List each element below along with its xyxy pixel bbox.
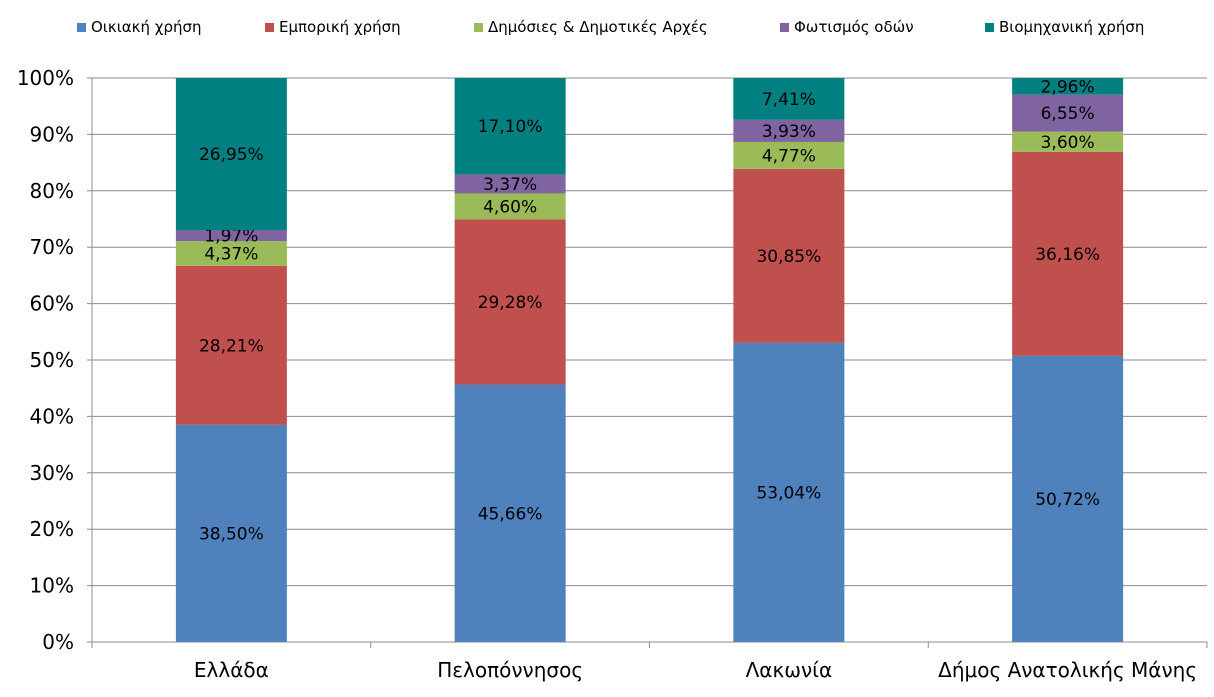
y-tick-label: 40% — [30, 404, 74, 428]
data-label: 1,97% — [204, 227, 258, 247]
legend-label: Οικιακή χρήση — [91, 18, 202, 36]
legend-item-street-lighting: Φωτισμός οδών — [780, 18, 914, 36]
y-tick-label: 10% — [30, 574, 74, 598]
data-label: 3,60% — [1041, 133, 1095, 153]
data-label: 17,10% — [478, 117, 543, 137]
data-label: 6,55% — [1041, 104, 1095, 124]
legend-label: Φωτισμός οδών — [794, 18, 914, 36]
legend-swatch — [265, 22, 274, 32]
bar-segment — [454, 384, 566, 642]
data-label: 4,60% — [483, 197, 537, 217]
data-label: 28,21% — [199, 336, 264, 356]
bar-segment — [733, 119, 845, 142]
bar-segment — [733, 342, 845, 642]
data-label: 2,96% — [1041, 77, 1095, 97]
legend-label: Βιομηχανική χρήση — [999, 18, 1145, 36]
bar-segment — [454, 193, 566, 220]
data-label: 45,66% — [478, 504, 543, 524]
legend-swatch — [780, 22, 789, 32]
bar-segment — [733, 141, 845, 169]
data-label: 3,93% — [762, 122, 816, 142]
bar-segment — [175, 229, 287, 242]
bar-segment — [733, 168, 845, 343]
chart-legend: Οικιακή χρήση Εμπορική χρήση Δημόσιες & … — [0, 18, 1214, 42]
bar-segment — [733, 78, 845, 120]
bar-segment — [1012, 131, 1124, 152]
data-label: 26,95% — [199, 145, 264, 165]
bar-segment — [454, 78, 566, 175]
data-label: 7,41% — [762, 90, 816, 110]
data-label: 29,28% — [478, 293, 543, 313]
y-tick-label: 60% — [30, 292, 74, 316]
data-label: 38,50% — [199, 524, 264, 544]
legend-item-public: Δημόσιες & Δημοτικές Αρχές — [474, 18, 708, 36]
x-category-label: Πελοπόννησος — [437, 658, 583, 682]
legend-swatch — [474, 22, 483, 32]
legend-label: Δημόσιες & Δημοτικές Αρχές — [488, 18, 708, 36]
x-category-label: Ελλάδα — [194, 658, 269, 682]
x-category-label: Λακωνία — [746, 658, 833, 682]
data-label: 53,04% — [756, 483, 821, 503]
y-tick-label: 80% — [30, 179, 74, 203]
x-category-label: Δήμος Ανατολικής Μάνης — [938, 658, 1197, 682]
legend-swatch — [77, 22, 86, 32]
bar-segment — [454, 219, 566, 385]
data-label: 3,37% — [483, 175, 537, 195]
bar-segment — [1012, 355, 1124, 642]
y-tick-label: 30% — [30, 461, 74, 485]
data-label: 36,16% — [1035, 245, 1100, 265]
y-tick-label: 0% — [42, 630, 74, 654]
bar-segment — [1012, 151, 1124, 356]
bar-segment — [175, 241, 287, 266]
legend-item-residential: Οικιακή χρήση — [77, 18, 202, 36]
y-tick-label: 20% — [30, 517, 74, 541]
bar-segment — [1012, 78, 1124, 95]
y-tick-label: 70% — [30, 235, 74, 259]
bar-segment — [175, 78, 287, 230]
data-label: 50,72% — [1035, 490, 1100, 510]
legend-swatch — [985, 22, 994, 32]
y-tick-label: 90% — [30, 122, 74, 146]
data-label: 4,37% — [204, 244, 258, 264]
legend-label: Εμπορική χρήση — [279, 18, 401, 36]
bar-segment — [1012, 94, 1124, 132]
data-label: 4,77% — [762, 146, 816, 166]
data-label: 30,85% — [756, 247, 821, 267]
y-tick-label: 100% — [17, 66, 74, 90]
bar-segment — [454, 174, 566, 194]
bar-segment — [175, 265, 287, 425]
y-tick-label: 50% — [30, 348, 74, 372]
legend-item-industrial: Βιομηχανική χρήση — [985, 18, 1144, 36]
legend-item-commercial: Εμπορική χρήση — [265, 18, 401, 36]
bar-segment — [175, 424, 287, 642]
